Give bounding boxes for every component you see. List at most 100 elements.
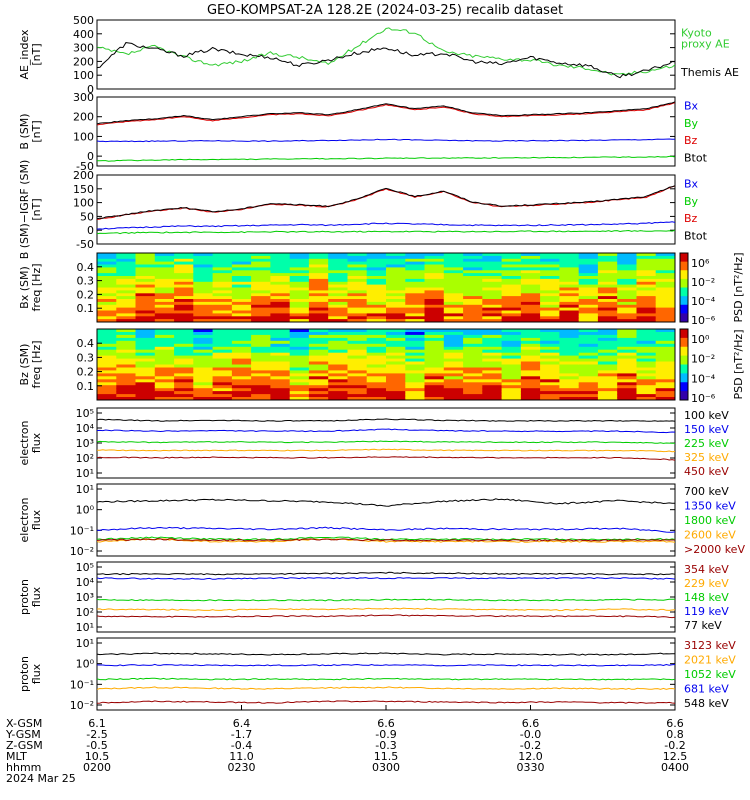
spectrogram-cell [578, 332, 599, 336]
spectrogram-cell [174, 293, 194, 297]
spectrogram-cell [231, 397, 252, 401]
spectrogram-cell [154, 258, 175, 263]
spectrogram-cell [617, 299, 637, 303]
spectrogram-cell [578, 287, 599, 291]
spectrogram-cell [116, 267, 137, 271]
legend-entry: Bz [684, 134, 698, 147]
spectrogram-cell [328, 349, 348, 354]
orbit-value: 6.6 [377, 717, 395, 730]
spectrogram-cell [289, 270, 310, 274]
spectrogram-cell [617, 261, 637, 265]
spectrogram-cell [347, 316, 368, 320]
spectrogram-cell [135, 301, 156, 306]
spectrogram-cell [636, 281, 657, 286]
spectrogram-cell [443, 293, 464, 297]
spectrogram-cell [463, 284, 483, 288]
spectrogram-cell [559, 319, 580, 323]
spectrogram-cell [289, 319, 310, 323]
spectrogram-cell [251, 364, 271, 368]
spectrogram-cell [597, 346, 618, 351]
y-axis-label: electron [18, 421, 31, 466]
spectrogram-cell [289, 278, 310, 283]
colorbar-segment [680, 391, 688, 401]
spectrogram-cell [597, 319, 618, 323]
spectrogram-cell [289, 334, 310, 339]
spectrogram-cell [154, 394, 175, 398]
spectrogram-cell [212, 287, 233, 291]
spectrogram-cell [578, 276, 599, 280]
spectrogram-cell [597, 276, 618, 280]
spectrogram-cell [116, 293, 137, 297]
spectrogram-cell [386, 346, 406, 351]
spectrogram-cell [520, 310, 541, 314]
spectrogram-cell [636, 385, 657, 389]
spectrogram-cell [578, 316, 599, 320]
spectrogram-cell [463, 273, 483, 277]
spectrogram-cell [289, 370, 310, 374]
spectrogram-cell [347, 287, 368, 291]
spectrogram-cell [405, 273, 426, 277]
spectrogram-cell [405, 334, 426, 339]
spectrogram-cell [135, 293, 156, 297]
spectrogram-cell [135, 310, 156, 314]
spectrogram-cell [424, 355, 445, 360]
spectrogram-cell [559, 296, 580, 300]
spectrogram-cell [231, 337, 252, 342]
spectrogram-cell [366, 307, 387, 311]
spectrogram-cell [289, 301, 310, 306]
spectrogram-cell [617, 253, 637, 257]
spectrogram-cell [212, 284, 233, 288]
legend-entry: 681 keV [684, 682, 729, 695]
spectrogram-cell [97, 391, 117, 395]
spectrogram-cell [540, 388, 560, 392]
spectrogram-cell [289, 296, 310, 300]
orbit-value: 12.5 [663, 750, 688, 763]
spectrogram-cell [424, 304, 445, 309]
spectrogram-cell [559, 253, 580, 257]
spectrogram-cell [308, 334, 329, 339]
spectrogram-cell [559, 334, 580, 339]
spectrogram-cell [463, 261, 483, 265]
spectrogram-cell [597, 361, 618, 365]
spectrogram-cell [154, 388, 175, 392]
spectrogram-cell [540, 382, 560, 386]
spectrogram-cell [578, 385, 599, 389]
spectrogram-cell [482, 310, 503, 314]
spectrogram-cell [636, 319, 657, 323]
spectrogram-cell [424, 316, 445, 320]
spectrogram-cell [463, 349, 483, 354]
spectrogram-cell [270, 397, 291, 401]
spectrogram-cell [559, 293, 580, 297]
spectrogram-cell [443, 284, 464, 288]
spectrogram-cell [405, 261, 426, 265]
spectrogram-cell [636, 258, 657, 263]
spectrogram-cell [328, 397, 348, 401]
spectrogram-cell [655, 352, 676, 357]
spectrogram-cell [231, 343, 252, 348]
spectrogram-cell [482, 290, 503, 294]
orbit-value: 0300 [372, 761, 400, 774]
spectrogram-cell [193, 310, 214, 314]
colorbar-segment [680, 287, 688, 297]
spectrogram-cell [636, 343, 657, 348]
spectrogram-cell [347, 391, 368, 395]
spectrogram-cell [116, 343, 137, 348]
spectrogram-cell [270, 287, 291, 291]
y-tick-label: -50 [76, 238, 94, 251]
spectrogram-cell [424, 332, 445, 336]
spectrogram-cell [154, 264, 175, 268]
spectrogram-cell [347, 253, 368, 257]
spectrogram-cell [463, 278, 483, 283]
spectrogram-cell [463, 332, 483, 336]
spectrogram-cell [174, 253, 194, 257]
spectrogram-cell [443, 379, 464, 383]
spectrogram-cell [405, 352, 426, 357]
spectrogram-cell [405, 364, 426, 368]
spectrogram-cell [501, 373, 522, 377]
spectrogram-cell [97, 385, 117, 389]
spectrogram-cell [116, 296, 137, 300]
spectrogram-cell [540, 349, 560, 354]
spectrogram-cell [520, 364, 541, 368]
spectrogram-cell [231, 340, 252, 345]
spectrogram-cell [540, 394, 560, 398]
